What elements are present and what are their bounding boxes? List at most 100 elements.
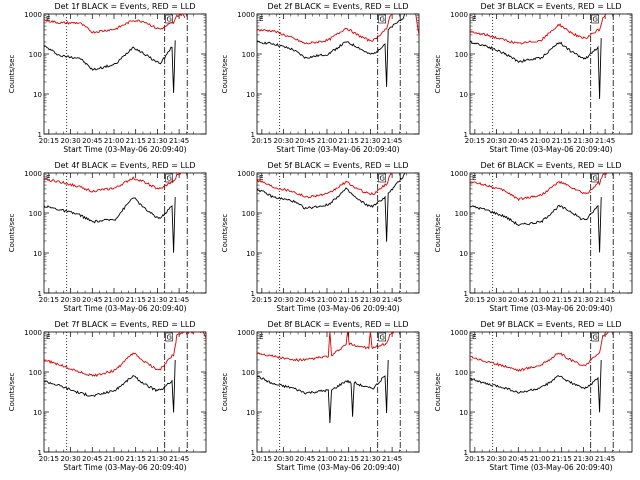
x-tick-label: 21:30	[147, 296, 167, 304]
flag-box	[378, 173, 386, 183]
y-tick-label: 10	[246, 250, 255, 258]
corner-flag-e: E	[46, 333, 50, 341]
x-axis-label: Start Time (03-May-06 20:09:40)	[63, 463, 186, 472]
x-tick-label: 20:45	[82, 137, 102, 145]
y-tick-label: 10	[459, 409, 468, 417]
chart-title: Det 4f BLACK = Events, RED = LLD	[54, 161, 195, 170]
x-tick-label: 21:15	[552, 296, 572, 304]
y-tick-label: 1000	[237, 329, 255, 337]
x-tick-label: 21:00	[317, 137, 337, 145]
lld-series-line	[257, 173, 393, 199]
flag-label: G	[592, 16, 597, 24]
y-tick-label: 1	[251, 449, 255, 457]
x-tick-label: 21:00	[317, 455, 337, 463]
chart-title: Det 7f BLACK = Events, RED = LLD	[54, 320, 195, 329]
chart-8: Det 8f BLACK = Events, RED = LLD 1 10 100 10…	[221, 320, 420, 472]
x-tick-label: 20:30	[60, 296, 80, 304]
flag-box	[591, 173, 599, 183]
y-tick-label: 1	[464, 449, 468, 457]
lld-series-line	[257, 14, 419, 45]
x-tick-label: 21:45	[169, 296, 189, 304]
events-series-line	[470, 38, 602, 99]
x-tick-label: 21:45	[169, 455, 189, 463]
x-tick-label: 20:15	[39, 137, 59, 145]
x-tick-label: 20:45	[508, 455, 528, 463]
y-tick-label: 10	[246, 91, 255, 99]
plot-frame	[256, 331, 420, 453]
y-axis-label: Counts/sec	[434, 214, 442, 253]
y-axis-label: Counts/sec	[221, 214, 229, 253]
y-tick-label: 10	[459, 250, 468, 258]
chart-2: Det 2f BLACK = Events, RED = LLD 1 10 100 10…	[221, 2, 420, 154]
x-tick-label: 21:30	[147, 455, 167, 463]
lld-series-line	[257, 332, 397, 362]
plot-frame	[469, 13, 633, 135]
x-tick-label: 21:30	[360, 296, 380, 304]
x-tick-label: 20:45	[508, 137, 528, 145]
x-tick-label: 20:30	[273, 455, 293, 463]
x-tick-label: 20:45	[295, 137, 315, 145]
y-tick-label: 100	[29, 210, 42, 218]
x-tick-label: 21:00	[104, 137, 124, 145]
x-tick-label: 21:45	[595, 137, 615, 145]
corner-flag-e: E	[472, 174, 476, 182]
flag-label: G	[379, 175, 384, 183]
flag-label: G	[592, 175, 597, 183]
corner-flag-e: E	[259, 15, 263, 23]
x-tick-label: 20:15	[465, 455, 485, 463]
y-axis-label: Counts/sec	[8, 214, 16, 253]
x-tick-label: 21:15	[552, 455, 572, 463]
x-tick-label: 20:15	[252, 455, 272, 463]
x-tick-label: 21:30	[573, 296, 593, 304]
corner-flag-e: E	[472, 333, 476, 341]
events-series-line	[44, 40, 176, 93]
events-series-line	[257, 14, 405, 87]
x-tick-label: 20:30	[486, 455, 506, 463]
chart-1: Det 1f BLACK = Events, RED = LLD 1 10 100 10…	[8, 2, 207, 154]
x-tick-label: 21:45	[382, 137, 402, 145]
y-tick-label: 1	[38, 290, 42, 298]
x-tick-label: 21:00	[104, 296, 124, 304]
lld-series-line	[470, 332, 610, 372]
y-tick-label: 1	[38, 131, 42, 139]
y-tick-label: 10	[33, 409, 42, 417]
x-tick-label: 21:30	[360, 455, 380, 463]
x-tick-label: 21:15	[339, 296, 359, 304]
y-axis-label: Counts/sec	[221, 55, 229, 94]
y-tick-label: 1	[464, 290, 468, 298]
x-tick-label: 21:45	[595, 296, 615, 304]
x-tick-label: 20:15	[39, 455, 59, 463]
x-axis-label: Start Time (03-May-06 20:09:40)	[63, 145, 186, 154]
x-axis-label: Start Time (03-May-06 20:09:40)	[276, 304, 399, 313]
plot-frame	[256, 172, 420, 294]
x-tick-label: 21:45	[595, 455, 615, 463]
x-tick-label: 21:00	[317, 296, 337, 304]
x-tick-label: 21:00	[530, 296, 550, 304]
x-tick-label: 20:45	[82, 455, 102, 463]
chart-title: Det 8f BLACK = Events, RED = LLD	[267, 320, 408, 329]
flag-label: G	[166, 175, 171, 183]
x-tick-label: 21:15	[339, 137, 359, 145]
x-tick-label: 20:30	[60, 455, 80, 463]
flag-box	[165, 173, 173, 183]
events-series-line	[257, 173, 406, 242]
y-tick-label: 1000	[450, 170, 468, 178]
x-tick-label: 20:30	[60, 137, 80, 145]
y-tick-label: 100	[242, 369, 255, 377]
y-axis-label: Counts/sec	[8, 373, 16, 412]
y-axis-label: Counts/sec	[434, 55, 442, 94]
lld-series-line	[44, 14, 186, 34]
chart-title: Det 3f BLACK = Events, RED = LLD	[480, 2, 621, 11]
y-axis-label: Counts/sec	[434, 373, 442, 412]
y-tick-label: 1	[251, 131, 255, 139]
corner-flag-e: E	[259, 333, 263, 341]
x-tick-label: 21:00	[530, 137, 550, 145]
x-axis-label: Start Time (03-May-06 20:09:40)	[276, 145, 399, 154]
x-tick-label: 21:45	[169, 137, 189, 145]
corner-flag-e: E	[259, 174, 263, 182]
x-tick-label: 21:15	[126, 137, 146, 145]
x-tick-label: 20:45	[82, 296, 102, 304]
flag-box	[591, 332, 599, 342]
chart-7: Det 7f BLACK = Events, RED = LLD 1 10 100 10…	[8, 320, 207, 472]
